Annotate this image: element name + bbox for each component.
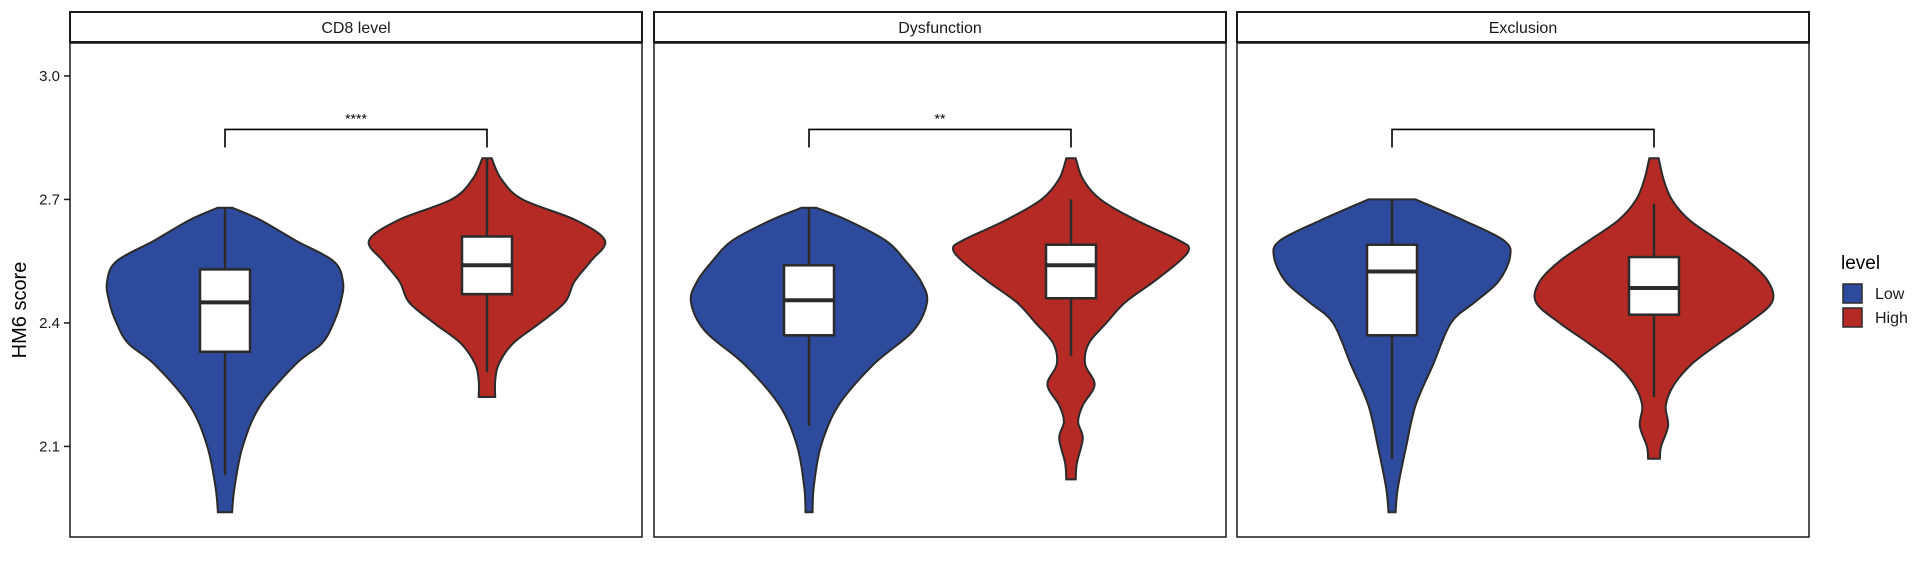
y-axis-title: HM6 score: [9, 262, 31, 359]
significance-bracket: [808, 128, 1072, 148]
facet-strip-label: CD8 level: [321, 20, 390, 37]
box-low: [1365, 243, 1419, 337]
box-low: [198, 268, 252, 353]
y-tick-label: 2.1: [39, 438, 60, 455]
box-high: [1627, 255, 1681, 316]
y-tick-label: 2.4: [39, 315, 60, 332]
y-axis: 2.1 2.4 2.7 3.0: [39, 68, 70, 455]
legend-swatch: [1842, 307, 1863, 328]
significance-bracket: [224, 128, 488, 148]
y-tick-label: 2.7: [39, 191, 60, 208]
significance-label: **: [935, 110, 946, 126]
box-high: [1044, 243, 1098, 300]
legend-item-high: High: [1842, 307, 1908, 328]
panel-border: [653, 42, 1227, 538]
panel-border: [69, 42, 643, 538]
facet-panel: Exclusion: [1236, 11, 1810, 538]
panel-border: [1236, 42, 1810, 538]
legend-title: level: [1841, 253, 1880, 274]
facet-strip-label: Exclusion: [1489, 20, 1557, 37]
facet-strip: [653, 11, 1227, 43]
y-tick-label: 3.0: [39, 68, 60, 85]
legend-item-low: Low: [1842, 283, 1905, 304]
significance-bracket: [1391, 128, 1655, 148]
facet-strip-label: Dysfunction: [898, 20, 982, 37]
significance-label: ****: [345, 110, 367, 126]
facet-strip: [69, 11, 643, 43]
facet-panels: CD8 level **** Dysfunction ** Exclusion: [69, 11, 1810, 538]
facet-panel: CD8 level ****: [69, 11, 643, 538]
legend-label: High: [1875, 310, 1908, 327]
legend: Low High: [1842, 283, 1908, 328]
facet-strip: [1236, 11, 1810, 43]
legend-swatch: [1842, 283, 1863, 304]
legend-label: Low: [1875, 286, 1905, 303]
facet-panel: Dysfunction **: [653, 11, 1227, 538]
